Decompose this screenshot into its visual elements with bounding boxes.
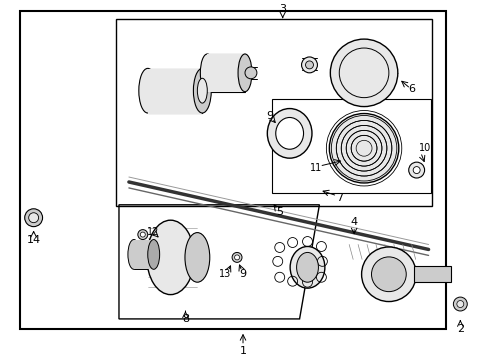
Text: 6: 6 <box>408 84 415 94</box>
Text: 4: 4 <box>350 217 357 227</box>
Ellipse shape <box>244 67 256 79</box>
Ellipse shape <box>138 230 147 239</box>
Bar <box>413 266 450 282</box>
Text: 8: 8 <box>182 314 189 324</box>
Ellipse shape <box>296 252 318 282</box>
Ellipse shape <box>184 233 209 282</box>
Ellipse shape <box>25 209 42 227</box>
Ellipse shape <box>371 257 406 292</box>
Text: 9: 9 <box>265 111 273 121</box>
Ellipse shape <box>452 297 467 311</box>
Text: 3: 3 <box>279 4 285 14</box>
Bar <box>207 54 244 92</box>
Ellipse shape <box>29 213 39 223</box>
Ellipse shape <box>289 247 324 288</box>
Ellipse shape <box>330 39 397 107</box>
Ellipse shape <box>301 57 317 73</box>
Text: 1: 1 <box>239 346 246 356</box>
Text: 12: 12 <box>146 226 159 237</box>
Bar <box>134 239 153 269</box>
Ellipse shape <box>200 54 214 92</box>
Ellipse shape <box>238 54 251 92</box>
Text: 11: 11 <box>310 163 322 173</box>
Bar <box>116 19 431 206</box>
Ellipse shape <box>408 162 424 178</box>
Text: 10: 10 <box>418 143 430 153</box>
Text: 13: 13 <box>219 269 231 279</box>
Bar <box>20 11 446 329</box>
Ellipse shape <box>197 78 207 103</box>
Ellipse shape <box>412 167 419 174</box>
Text: 14: 14 <box>26 234 41 244</box>
Ellipse shape <box>328 113 398 183</box>
Ellipse shape <box>234 255 239 260</box>
Ellipse shape <box>139 68 156 113</box>
Ellipse shape <box>361 247 415 302</box>
Text: 5: 5 <box>276 207 283 217</box>
Text: 7: 7 <box>335 193 342 203</box>
Ellipse shape <box>275 117 303 149</box>
Text: 2: 2 <box>456 324 463 334</box>
Ellipse shape <box>140 232 145 237</box>
Bar <box>147 69 202 113</box>
Bar <box>271 99 429 193</box>
Ellipse shape <box>193 68 211 113</box>
Text: 9: 9 <box>239 269 246 279</box>
Ellipse shape <box>456 301 463 307</box>
Ellipse shape <box>267 109 311 158</box>
Ellipse shape <box>146 220 194 294</box>
Ellipse shape <box>128 239 140 269</box>
Ellipse shape <box>147 239 160 269</box>
Ellipse shape <box>232 252 242 262</box>
Ellipse shape <box>305 61 313 69</box>
